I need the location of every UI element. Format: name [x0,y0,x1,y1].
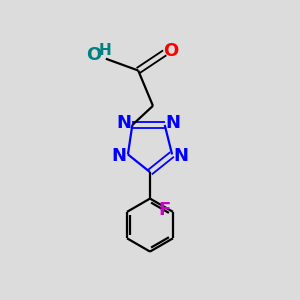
Text: N: N [173,147,188,165]
Text: H: H [98,43,111,58]
Text: N: N [112,147,127,165]
Text: N: N [117,114,132,132]
Text: F: F [159,201,171,219]
Text: O: O [164,42,179,60]
Text: N: N [166,114,181,132]
Text: O: O [86,46,101,64]
